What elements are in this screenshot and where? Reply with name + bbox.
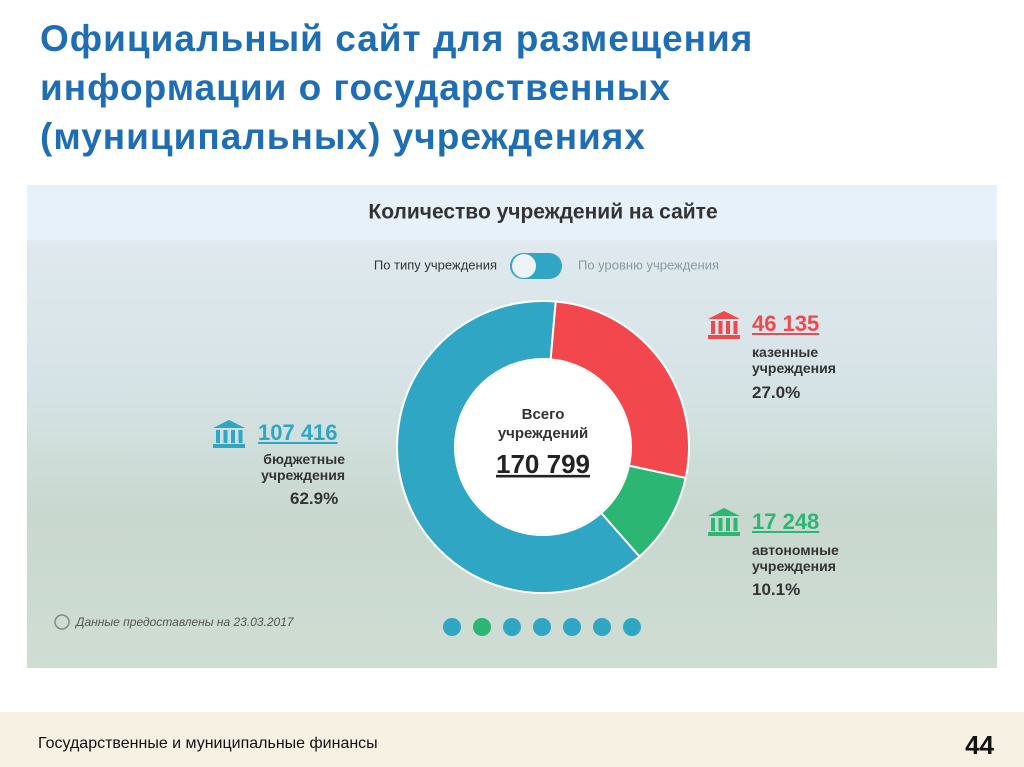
center-label: Всего xyxy=(522,406,565,423)
note: Данные предоставлены на 23.03.2017 xyxy=(74,615,295,629)
dot[interactable] xyxy=(533,618,551,636)
donut-segment xyxy=(396,300,641,594)
building-icon xyxy=(708,508,740,536)
icon-column xyxy=(711,321,715,334)
icon-column xyxy=(733,518,738,531)
icon-column xyxy=(711,518,715,531)
value-label: 46 135 xyxy=(752,311,820,336)
toggle-right[interactable]: По уровню учреждения xyxy=(578,257,719,272)
icon-column xyxy=(718,518,723,531)
toggle-left[interactable]: По типу учреждения xyxy=(374,257,497,272)
title-line: информации о государственных xyxy=(40,67,671,108)
title-line: (муниципальных) учреждениях xyxy=(40,116,646,157)
footer: Государственные и муниципальные финансы … xyxy=(0,712,1024,767)
icon-column xyxy=(238,430,243,443)
chart: Количество учреждений на сайте По типу у… xyxy=(54,201,740,636)
icon-column xyxy=(726,518,730,531)
icon-column xyxy=(733,321,738,334)
icon-base xyxy=(708,335,740,339)
value-label: 107 416 xyxy=(258,420,338,445)
dot[interactable] xyxy=(503,618,521,636)
page-number: 44 xyxy=(965,730,994,760)
dot[interactable] xyxy=(623,618,641,636)
toggle-knob[interactable] xyxy=(512,254,536,278)
icon-roof xyxy=(708,508,740,516)
panel-header xyxy=(27,185,997,240)
icon-base xyxy=(213,444,245,448)
dot[interactable] xyxy=(593,618,611,636)
dot[interactable] xyxy=(563,618,581,636)
donut-segment xyxy=(599,464,687,558)
donut-segment xyxy=(549,300,690,480)
icon-base xyxy=(708,532,740,536)
building-icon xyxy=(213,420,245,448)
icon-column xyxy=(726,321,730,334)
footer-text: Государственные и муниципальные финансы xyxy=(38,735,378,752)
category-label: казенные учреждения xyxy=(752,344,836,376)
icon-roof xyxy=(708,311,740,319)
share-label: 62.9% xyxy=(290,489,339,508)
share-label: 27.0% xyxy=(752,383,801,402)
slide-title: Официальный сайт для размещения информац… xyxy=(40,14,753,161)
center-label: учреждений xyxy=(498,425,588,442)
category-label: бюджетные учреждения xyxy=(261,451,345,483)
icon-column xyxy=(223,430,228,443)
icon-column xyxy=(231,430,235,443)
chart-title: Количество учреждений на сайте xyxy=(368,201,717,224)
donut-hole xyxy=(456,360,630,534)
icon-roof xyxy=(213,420,245,428)
icon-column xyxy=(216,430,220,443)
dot[interactable] xyxy=(473,618,491,636)
category-label: автономные учреждения xyxy=(752,542,839,574)
building-icon xyxy=(708,311,740,339)
total: 170 799 xyxy=(496,449,590,479)
icon-column xyxy=(718,321,723,334)
title-line: Официальный сайт для размещения xyxy=(40,18,754,59)
dot[interactable] xyxy=(443,618,461,636)
value-label: 17 248 xyxy=(752,509,820,534)
share-label: 10.1% xyxy=(752,580,801,599)
info-icon xyxy=(54,614,70,630)
carousel-dots xyxy=(443,618,641,636)
